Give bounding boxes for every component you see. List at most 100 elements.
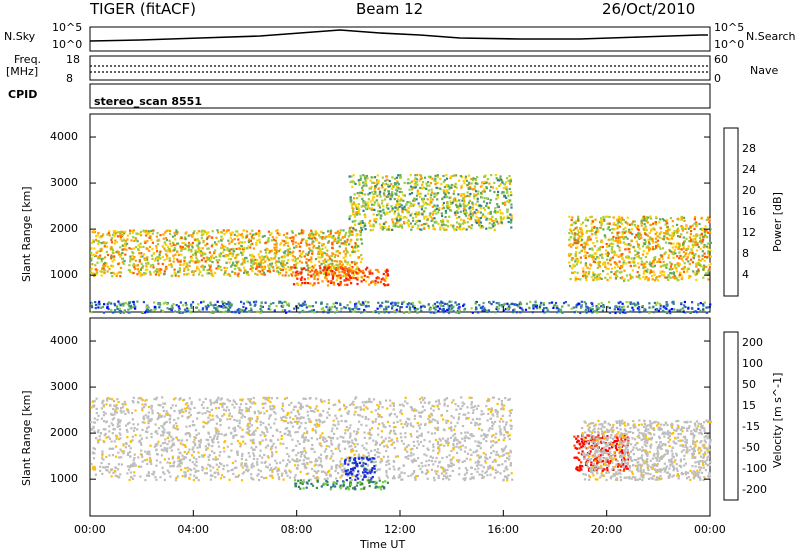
data-pixel (299, 277, 302, 280)
data-pixel (354, 203, 357, 206)
data-pixel (679, 248, 682, 251)
data-pixel (638, 257, 641, 260)
data-pixel (220, 243, 224, 246)
data-pixel (139, 396, 142, 400)
data-pixel (299, 245, 302, 248)
data-pixel (339, 310, 342, 313)
data-pixel (707, 250, 710, 253)
data-pixel (673, 275, 677, 278)
data-pixel (351, 250, 354, 254)
data-pixel (294, 241, 297, 244)
data-pixel (347, 274, 351, 277)
data-pixel (340, 267, 343, 270)
data-pixel (495, 302, 498, 305)
data-pixel (330, 258, 333, 262)
data-pixel (464, 477, 467, 480)
data-pixel (295, 245, 298, 248)
data-pixel (292, 240, 295, 243)
data-pixel (688, 311, 692, 314)
data-pixel (187, 310, 190, 313)
data-pixel (608, 243, 611, 246)
data-pixel (471, 214, 474, 217)
data-pixel (652, 260, 655, 263)
data-pixel (498, 177, 501, 180)
data-pixel (581, 221, 585, 224)
data-pixel (695, 311, 699, 314)
data-pixel (572, 257, 575, 260)
data-pixel (282, 304, 285, 307)
data-pixel (352, 273, 355, 276)
data-pixel (364, 216, 367, 219)
data-pixel (708, 264, 711, 267)
data-pixel (450, 304, 453, 307)
data-pixel (311, 249, 314, 252)
data-pixel (434, 438, 438, 442)
data-pixel (385, 206, 388, 209)
data-pixel (210, 236, 213, 239)
data-pixel (233, 238, 236, 241)
data-pixel (648, 306, 651, 309)
data-pixel (481, 181, 484, 184)
data-pixel (599, 226, 603, 229)
data-pixel (644, 240, 647, 243)
data-pixel (421, 184, 424, 187)
data-pixel (188, 310, 192, 313)
data-pixel (575, 263, 578, 266)
data-pixel (192, 260, 195, 263)
data-pixel (633, 302, 636, 305)
data-pixel (263, 265, 267, 268)
data-pixel (392, 426, 396, 429)
data-pixel (159, 250, 162, 253)
data-pixel (350, 269, 353, 272)
data-pixel (287, 302, 290, 305)
data-pixel (174, 274, 177, 277)
data-pixel (384, 269, 387, 272)
data-pixel (413, 203, 416, 206)
data-pixel (364, 310, 367, 313)
data-pixel (472, 434, 475, 437)
data-pixel (679, 272, 682, 275)
data-pixel (231, 468, 234, 471)
data-pixel (582, 267, 585, 270)
data-pixel (666, 276, 669, 279)
data-pixel (219, 255, 222, 258)
data-pixel (612, 239, 615, 242)
data-pixel (387, 193, 390, 197)
data-pixel (305, 261, 308, 264)
data-pixel (265, 398, 268, 401)
data-pixel (134, 307, 137, 310)
data-pixel (338, 233, 341, 236)
data-pixel (405, 208, 408, 212)
data-pixel (447, 307, 450, 310)
data-pixel (343, 306, 346, 309)
data-pixel (248, 399, 251, 402)
data-pixel (287, 244, 290, 247)
data-pixel (644, 225, 647, 228)
data-pixel (415, 215, 418, 218)
data-pixel (373, 176, 377, 179)
data-pixel (387, 300, 390, 303)
data-pixel (349, 432, 352, 435)
data-pixel (267, 396, 271, 399)
data-pixel (474, 461, 477, 464)
data-pixel (324, 237, 327, 240)
data-pixel (308, 310, 311, 313)
data-pixel (336, 260, 339, 263)
data-pixel (386, 178, 389, 181)
data-pixel (417, 224, 420, 227)
data-pixel (307, 282, 310, 285)
data-pixel (697, 304, 700, 307)
data-pixel (394, 188, 398, 191)
data-pixel (244, 269, 247, 272)
data-pixel (669, 217, 672, 220)
data-pixel (577, 231, 580, 234)
data-pixel (706, 236, 709, 239)
data-pixel (364, 179, 367, 182)
data-pixel (393, 182, 396, 185)
data-pixel (133, 266, 136, 269)
data-pixel (117, 451, 120, 454)
data-pixel (581, 234, 584, 238)
data-pixel (611, 231, 614, 234)
data-pixel (623, 308, 626, 311)
data-pixel (661, 254, 664, 257)
